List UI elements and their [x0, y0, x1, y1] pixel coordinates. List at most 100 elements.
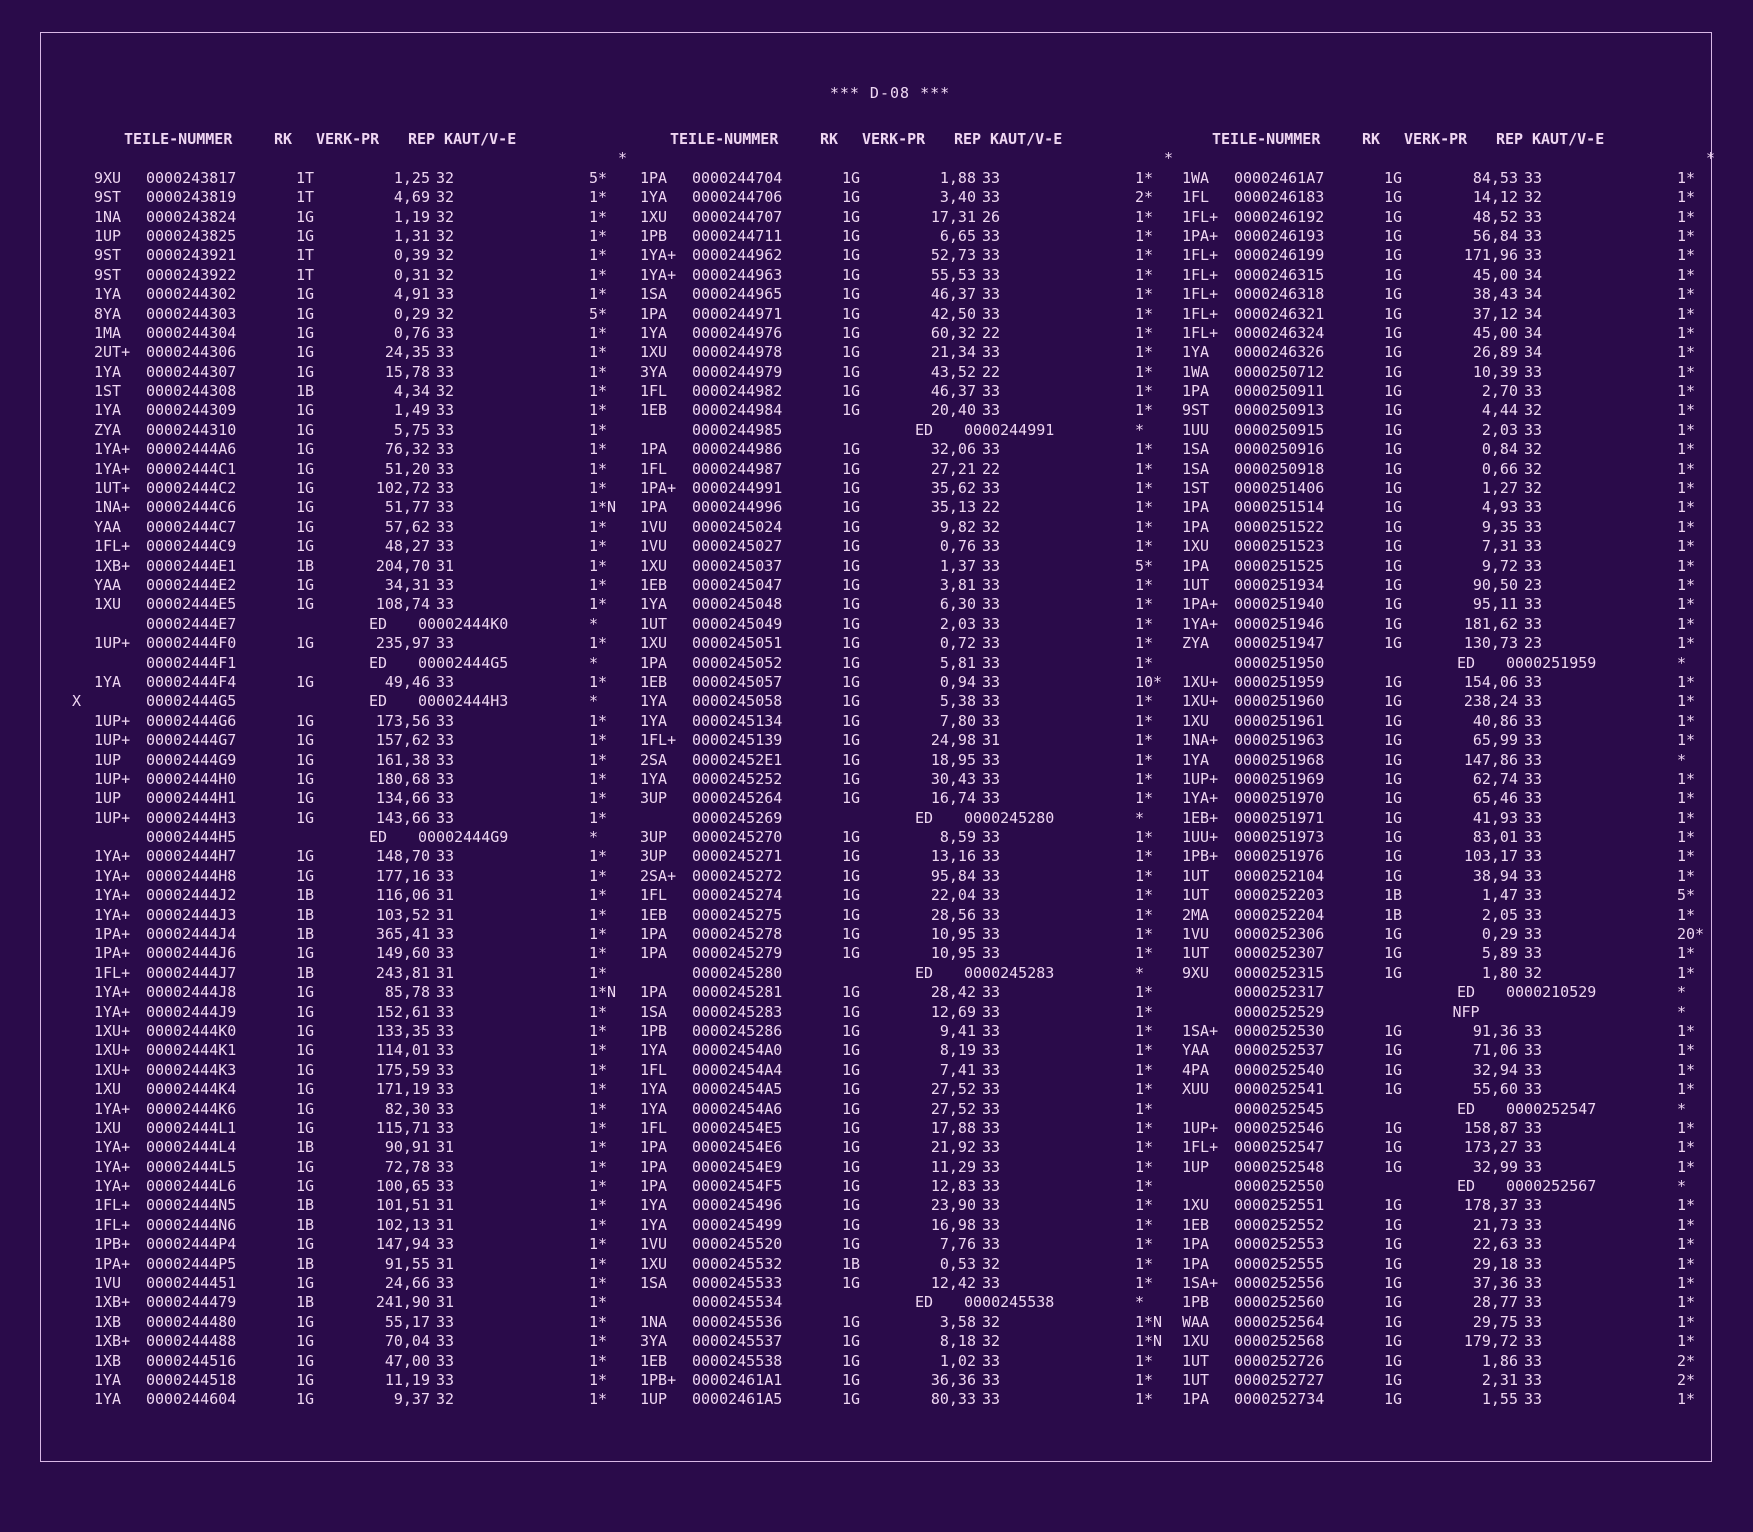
row-unit: 1* — [1677, 1060, 1696, 1079]
row-rep: 33 — [436, 1351, 455, 1370]
row-rep: 33 — [982, 886, 1001, 905]
row-marker — [618, 1313, 640, 1332]
row-part-number: 0000244986 — [692, 440, 783, 459]
row-unit: 1* — [1135, 866, 1154, 885]
row-prefix: 1EB — [640, 672, 668, 691]
row-unit: 1* — [589, 1041, 608, 1060]
row-rk: 1G — [1384, 925, 1403, 944]
row-spacer — [466, 343, 589, 362]
row-spacer — [1086, 809, 1135, 828]
row-part-number: 0000245252 — [692, 769, 783, 788]
row-spacer — [1554, 305, 1677, 324]
row-unit: 1* — [589, 207, 608, 226]
row-price: 28,56 — [930, 905, 976, 924]
row-marker — [72, 1100, 94, 1119]
row-prefix: 1PA — [640, 1177, 668, 1196]
row-part-number: 0000243921 — [146, 246, 237, 265]
row-spacer — [1554, 440, 1677, 459]
row-unit: 1* — [1135, 1215, 1154, 1234]
row-rk: 1G — [842, 343, 861, 362]
row-part-number: 0000245499 — [692, 1215, 783, 1234]
row-unit: 1* — [1677, 789, 1696, 808]
row-price: 5,38 — [939, 692, 976, 711]
row-prefix: 1YA — [94, 1390, 122, 1409]
row-prefix: 1PB+ — [1182, 847, 1219, 866]
row-marker — [72, 305, 94, 324]
row-unit: 1* — [589, 634, 608, 653]
row-marker — [72, 1022, 94, 1041]
row-rep: 33 — [436, 711, 455, 730]
row-marker — [72, 324, 94, 343]
table-row: 1PA 0000252553 1G 22,63 33 1* — [1160, 1235, 1715, 1254]
row-spacer — [1012, 1100, 1135, 1119]
table-row: 2SA+ 0000245272 1G 95,84 33 1* — [618, 867, 1173, 886]
row-price: 91,36 — [1472, 1021, 1518, 1040]
row-price: 72,78 — [384, 1157, 430, 1176]
row-rep: 33 — [1524, 886, 1543, 905]
table-row: 1XB 0000244516 1G 47,00 33 1* — [72, 1352, 627, 1371]
row-prefix: 9ST — [94, 265, 122, 284]
table-row: 1UT 0000252104 1G 38,94 33 1* — [1160, 867, 1715, 886]
row-rep: 33 — [436, 1235, 455, 1254]
row-unit: * — [1677, 1177, 1687, 1196]
table-row: 1XB+ 0000244488 1G 70,04 33 1* — [72, 1332, 627, 1351]
row-unit: 1* — [1677, 1312, 1696, 1331]
row-part-number: 0000245538 — [692, 1351, 783, 1370]
header-star: * — [617, 149, 627, 168]
row-unit: * — [1135, 963, 1145, 982]
row-unit: 1* — [589, 323, 608, 342]
table-row: 4PA 0000252540 1G 32,94 33 1* — [1160, 1061, 1715, 1080]
row-rk: 1G — [1384, 1274, 1403, 1293]
row-spacer — [1012, 266, 1135, 285]
row-rep: 33 — [436, 517, 455, 536]
row-spacer — [1012, 1119, 1135, 1138]
table-row: 1YA 0000244518 1G 11,19 33 1* — [72, 1371, 627, 1390]
row-prefix: 1UP+ — [94, 808, 131, 827]
row-prefix: 1YA+ — [94, 1099, 131, 1118]
row-unit: 1* — [1677, 1138, 1696, 1157]
row-rep: 32 — [1524, 401, 1543, 420]
row-unit: 1* — [1135, 1060, 1154, 1079]
row-spacer — [1554, 537, 1677, 556]
table-row: 1EB 0000245275 1G 28,56 33 1* — [618, 906, 1173, 925]
row-spacer — [1012, 1352, 1135, 1371]
row-rep: 33 — [1524, 808, 1543, 827]
row-rep: 33 — [1524, 168, 1543, 187]
row-price: 8,18 — [939, 1332, 976, 1351]
row-price: 84,53 — [1472, 168, 1518, 187]
row-unit: 1* — [1677, 285, 1696, 304]
row-rk: 1G — [842, 498, 861, 517]
table-row: 1YA+ 00002444L6 1G 100,65 33 1* — [72, 1177, 627, 1196]
row-spacer — [1012, 692, 1135, 711]
row-prefix: 1UP+ — [94, 769, 131, 788]
row-rk: 1G — [842, 323, 861, 342]
row-rep: 33 — [436, 1021, 455, 1040]
row-price: 70,04 — [384, 1332, 430, 1351]
table-row: 0000245269 ED 0000245280 * — [618, 809, 1173, 828]
row-rep: 33 — [982, 750, 1001, 769]
row-part-number: 0000252734 — [1234, 1390, 1325, 1409]
row-spacer — [1012, 925, 1135, 944]
row-marker — [72, 1041, 94, 1060]
row-unit: 1* — [1677, 440, 1696, 459]
table-row: 1FL+ 00002444J7 1B 243,81 31 1* — [72, 964, 627, 983]
row-part-number: 0000243824 — [146, 207, 237, 226]
row-price: 180,68 — [375, 769, 430, 788]
row-price: 1,25 — [393, 168, 430, 187]
row-rep: 32 — [436, 246, 455, 265]
row-ed-flag: ED — [914, 1293, 934, 1312]
row-spacer — [1554, 557, 1677, 576]
row-spacer — [1554, 479, 1677, 498]
row-marker — [72, 731, 94, 750]
row-unit: 1* — [1677, 207, 1696, 226]
row-marker — [72, 1352, 94, 1371]
row-prefix: 1PA+ — [1182, 595, 1219, 614]
row-rep: 33 — [982, 246, 1001, 265]
row-part-number: 0000252556 — [1234, 1274, 1325, 1293]
table-row: 1FL+ 0000246324 1G 45,00 34 1* — [1160, 324, 1715, 343]
row-rk: 1G — [296, 226, 315, 245]
row-part-number: 00002461A1 — [692, 1371, 783, 1389]
row-rep: 33 — [1524, 1196, 1543, 1215]
row-unit: 1* — [1135, 789, 1154, 808]
row-spacer — [1554, 1216, 1677, 1235]
